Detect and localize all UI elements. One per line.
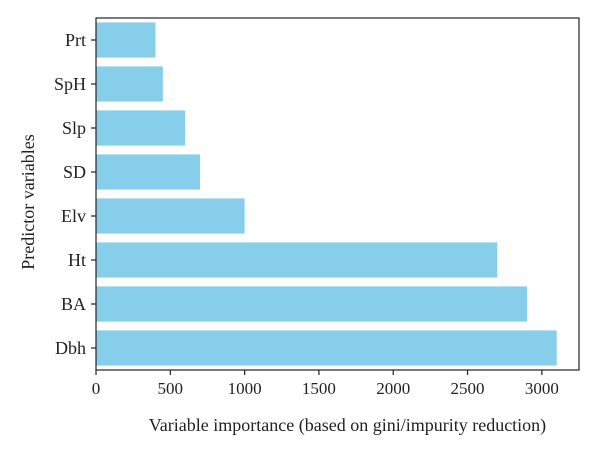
bar-ht	[96, 242, 498, 278]
y-tick-label: Dbh	[55, 338, 86, 358]
x-tick-label: 0	[92, 379, 101, 398]
y-axis-ticks: Prt SpH Slp SD Elv Ht BA Dbh	[54, 30, 96, 358]
x-tick-label: 3000	[525, 379, 559, 398]
bar-dbh	[96, 330, 557, 366]
y-tick-label: SpH	[54, 74, 86, 94]
y-tick-label: Ht	[68, 250, 86, 270]
plot-frame	[95, 17, 580, 371]
x-tick-label: 2500	[451, 379, 485, 398]
x-tick-label: 1500	[302, 379, 336, 398]
y-axis-title: Predictor variables	[18, 134, 38, 269]
bar-sd	[96, 154, 201, 190]
x-tick-label: 500	[158, 379, 184, 398]
x-axis-title: Variable importance (based on gini/impur…	[149, 415, 546, 436]
y-tick-label: BA	[61, 294, 86, 314]
bar-elv	[96, 198, 245, 234]
x-tick-label: 2000	[376, 379, 410, 398]
bar-ba	[96, 286, 527, 322]
x-axis-ticks: 0 500 1000 1500 2000 2500 3000	[92, 370, 559, 398]
bar-slp	[96, 110, 186, 146]
y-tick-label: Slp	[62, 118, 86, 138]
y-tick-label: Elv	[61, 206, 86, 226]
bar-prt	[96, 22, 156, 58]
x-tick-label: 1000	[228, 379, 262, 398]
bars-group	[96, 22, 557, 366]
y-tick-label: Prt	[65, 30, 86, 50]
bar-sph	[96, 66, 163, 102]
y-tick-label: SD	[63, 162, 86, 182]
